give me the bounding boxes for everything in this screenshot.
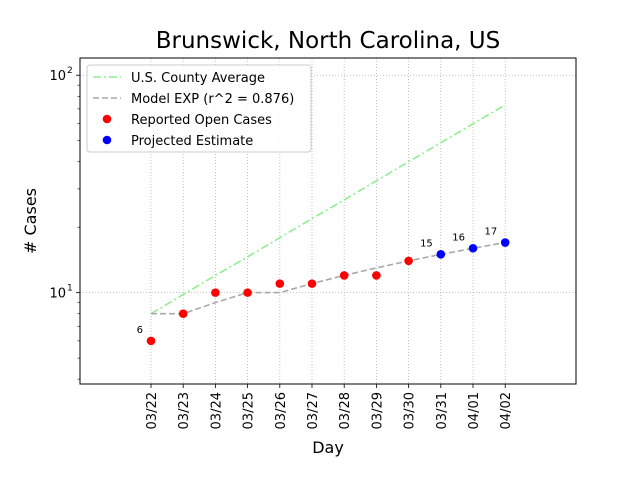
y-tick-exponent: 2 xyxy=(67,66,73,76)
x-tick-label: 03/25 xyxy=(242,392,257,429)
x-tick-label: 04/01 xyxy=(467,392,482,429)
data-label: 17 xyxy=(484,227,497,238)
lines-layer xyxy=(150,104,506,315)
data-label: 15 xyxy=(420,238,433,249)
x-tick-label: 03/26 xyxy=(274,392,289,429)
data-point xyxy=(339,271,349,280)
x-tick-label: 03/27 xyxy=(306,392,321,429)
x-tick-label: 03/28 xyxy=(338,392,353,429)
x-tick-label: 03/31 xyxy=(435,392,450,429)
data-label: 16 xyxy=(452,232,465,243)
plot-frame xyxy=(79,57,577,385)
legend-entry: U.S. County Average xyxy=(131,71,265,86)
chart-title: Brunswick, North Carolina, US xyxy=(156,28,500,54)
data-point xyxy=(146,336,156,346)
legend-entry: Model EXP (r^2 = 0.876) xyxy=(131,92,294,107)
legend-entry: Projected Estimate xyxy=(131,134,253,149)
data-point xyxy=(468,243,478,253)
data-point xyxy=(372,271,381,280)
x-tick-label: 04/02 xyxy=(499,392,514,429)
data-point xyxy=(178,309,188,319)
data-point xyxy=(500,238,510,247)
x-tick-label: 03/22 xyxy=(145,392,160,429)
legend-swatch xyxy=(102,135,112,145)
annotations-layer: 6 15 16 17 xyxy=(137,227,498,336)
x-tick-label: 03/24 xyxy=(209,392,224,429)
legend-entry: Reported Open Cases xyxy=(131,113,272,128)
data-point xyxy=(211,288,220,297)
y-axis-label: # Cases xyxy=(21,188,40,254)
legend-frame xyxy=(86,64,312,153)
data-point xyxy=(404,256,413,266)
series-line xyxy=(150,104,506,315)
points-layer xyxy=(146,238,510,346)
data-point xyxy=(275,279,285,288)
data-point xyxy=(307,279,317,288)
data-point xyxy=(436,250,446,259)
x-axis-label: Day xyxy=(312,438,344,457)
x-tick-label: 03/23 xyxy=(177,392,192,429)
legend-swatch xyxy=(102,114,112,124)
x-tick-label: 03/29 xyxy=(370,392,385,429)
y-tick-label: 10 xyxy=(49,287,66,302)
y-tick-label: 10 xyxy=(49,69,66,84)
x-tick-label: 03/30 xyxy=(403,392,418,429)
x-axis: 03/22 03/23 03/24 03/25 03/26 03/27 03/28 03/29… xyxy=(145,384,514,429)
y-tick-exponent: 1 xyxy=(67,284,73,294)
data-point xyxy=(243,288,252,297)
data-label: 6 xyxy=(137,325,143,336)
series-line xyxy=(151,241,506,315)
legend: U.S. County Average Model EXP (r^2 = 0.87… xyxy=(86,64,312,153)
